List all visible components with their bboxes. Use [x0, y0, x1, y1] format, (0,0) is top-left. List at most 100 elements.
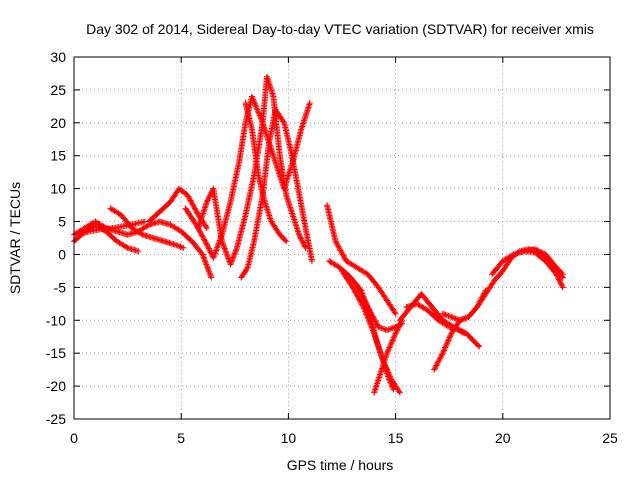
data-point: [254, 108, 261, 115]
data-point: [444, 323, 451, 330]
data-point: [557, 280, 564, 287]
data-point: [221, 244, 228, 251]
data-point: [393, 329, 400, 336]
series-arc-12: [339, 267, 403, 396]
data-point: [250, 96, 257, 103]
data-point: [439, 350, 446, 357]
data-point: [207, 248, 214, 255]
data-point: [184, 192, 191, 199]
series-arc-9: [242, 100, 290, 245]
data-point: [531, 246, 538, 253]
data-point: [356, 288, 363, 295]
data-point: [361, 298, 368, 305]
data-points: [71, 73, 566, 396]
y-tick-label: -15: [46, 345, 66, 361]
data-point: [254, 106, 261, 113]
data-point: [557, 279, 564, 286]
data-point: [333, 240, 340, 247]
data-point: [204, 264, 211, 271]
data-point: [462, 315, 469, 322]
data-point: [381, 326, 388, 333]
y-tick-label: -25: [46, 411, 66, 427]
data-point: [200, 254, 207, 261]
data-point: [461, 315, 468, 322]
data-point: [371, 317, 378, 324]
data-point: [219, 239, 226, 246]
data-point: [201, 237, 208, 244]
data-point: [223, 249, 230, 256]
data-point: [509, 252, 516, 259]
data-point: [431, 366, 438, 373]
data-point: [440, 348, 447, 355]
data-point: [201, 236, 208, 243]
data-point: [432, 363, 439, 370]
data-point: [386, 326, 393, 333]
data-point: [558, 270, 565, 277]
data-point: [215, 241, 222, 248]
data-point: [227, 261, 234, 268]
data-point: [369, 327, 376, 334]
chart-title: Day 302 of 2014, Sidereal Day-to-day VTE…: [86, 21, 594, 37]
data-point: [255, 109, 262, 116]
data-point: [336, 246, 343, 253]
data-point: [358, 292, 365, 299]
data-point: [208, 274, 215, 281]
data-point: [232, 247, 239, 254]
data-point: [442, 344, 449, 351]
x-tick-label: 0: [70, 430, 78, 446]
data-point: [191, 204, 198, 211]
data-point: [538, 249, 545, 256]
data-point: [441, 345, 448, 352]
data-point: [205, 196, 212, 203]
data-point: [363, 311, 370, 318]
data-point: [437, 354, 444, 361]
data-point: [185, 193, 192, 200]
data-point: [445, 337, 452, 344]
data-point: [212, 248, 219, 255]
data-point: [171, 241, 178, 248]
data-point: [177, 243, 184, 250]
series-arc-4: [107, 205, 187, 251]
data-point: [459, 328, 466, 335]
data-point: [203, 198, 210, 205]
series-arc-16: [403, 300, 483, 350]
data-point: [374, 321, 381, 328]
data-point: [359, 293, 366, 300]
data-point: [202, 260, 209, 267]
data-point: [370, 328, 377, 335]
data-point: [444, 338, 451, 345]
y-tick-label: 10: [50, 181, 66, 197]
data-point: [215, 240, 222, 247]
data-point: [387, 341, 394, 348]
data-point: [362, 309, 369, 316]
data-point: [186, 194, 193, 201]
data-point: [535, 248, 542, 255]
data-point: [459, 316, 466, 323]
data-point: [211, 250, 218, 257]
data-point: [559, 284, 566, 291]
data-point: [341, 255, 348, 262]
data-point: [553, 271, 560, 278]
data-point: [391, 331, 398, 338]
data-point: [433, 362, 440, 369]
data-point: [558, 281, 565, 288]
data-point: [203, 223, 210, 230]
data-point: [298, 235, 305, 242]
data-point: [357, 290, 364, 297]
data-point: [372, 318, 379, 325]
x-tick-label: 15: [388, 430, 404, 446]
data-point: [299, 239, 306, 246]
data-point: [534, 247, 541, 254]
data-point: [283, 238, 290, 245]
data-point: [451, 315, 458, 322]
data-point: [359, 294, 366, 301]
data-point: [243, 265, 250, 272]
data-point: [233, 246, 240, 253]
data-point: [390, 336, 397, 343]
data-point: [203, 261, 210, 268]
data-point: [197, 229, 204, 236]
data-point: [339, 251, 346, 258]
data-point: [533, 246, 540, 253]
data-point: [458, 327, 465, 334]
